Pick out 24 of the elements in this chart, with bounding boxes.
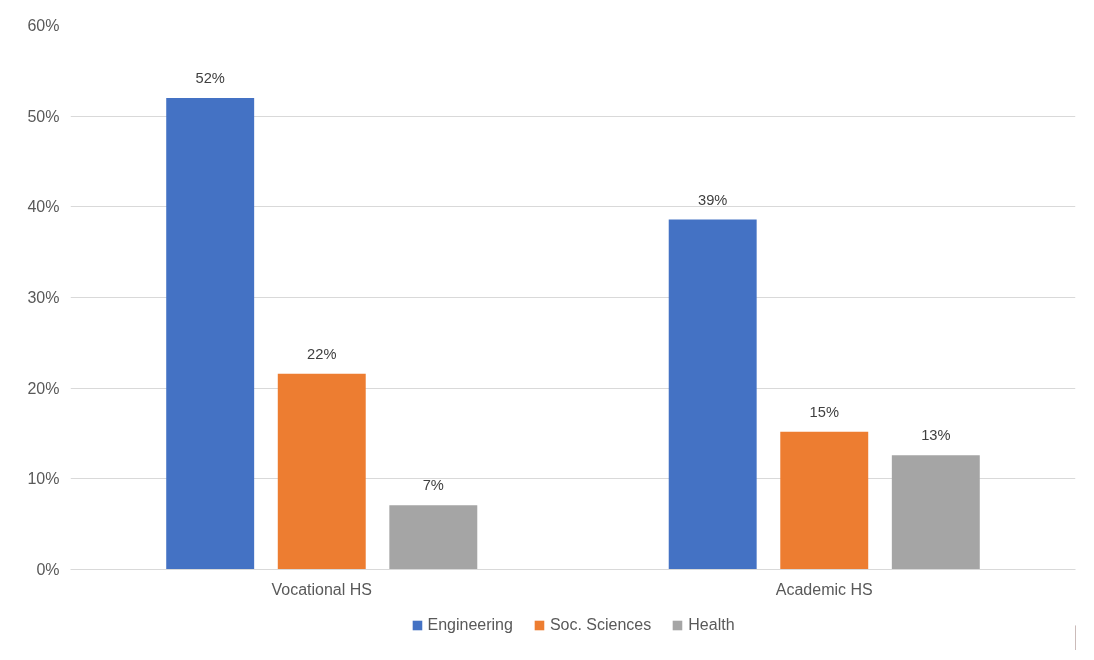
- x-tick-label: Academic HS: [775, 580, 873, 598]
- text: 22%: [307, 345, 337, 362]
- bar: [780, 431, 869, 570]
- y-tick-label: 0%: [36, 561, 60, 578]
- legend-label: Engineering: [427, 616, 513, 634]
- x-tick-label: Vocational HS: [271, 580, 373, 598]
- bar: [668, 219, 757, 570]
- y-tick-label: 10%: [27, 470, 60, 488]
- y-tick-label: 20%: [27, 379, 60, 397]
- y-tick-label: 40%: [27, 198, 60, 216]
- y-tick-label: 60%: [27, 17, 60, 34]
- text: 15%: [809, 403, 839, 420]
- text: 52%: [195, 70, 225, 87]
- text: 39%: [698, 191, 728, 208]
- legend-label: Health: [688, 616, 735, 634]
- bar: [277, 373, 366, 570]
- legend-label: Soc. Sciences: [549, 616, 652, 634]
- y-tick-label: 50%: [27, 107, 60, 125]
- text: 13%: [921, 427, 951, 444]
- bar: [891, 455, 980, 570]
- text: 7%: [422, 477, 444, 494]
- y-tick-label: 30%: [27, 289, 60, 306]
- bar: [166, 98, 255, 570]
- bar: [389, 505, 478, 570]
